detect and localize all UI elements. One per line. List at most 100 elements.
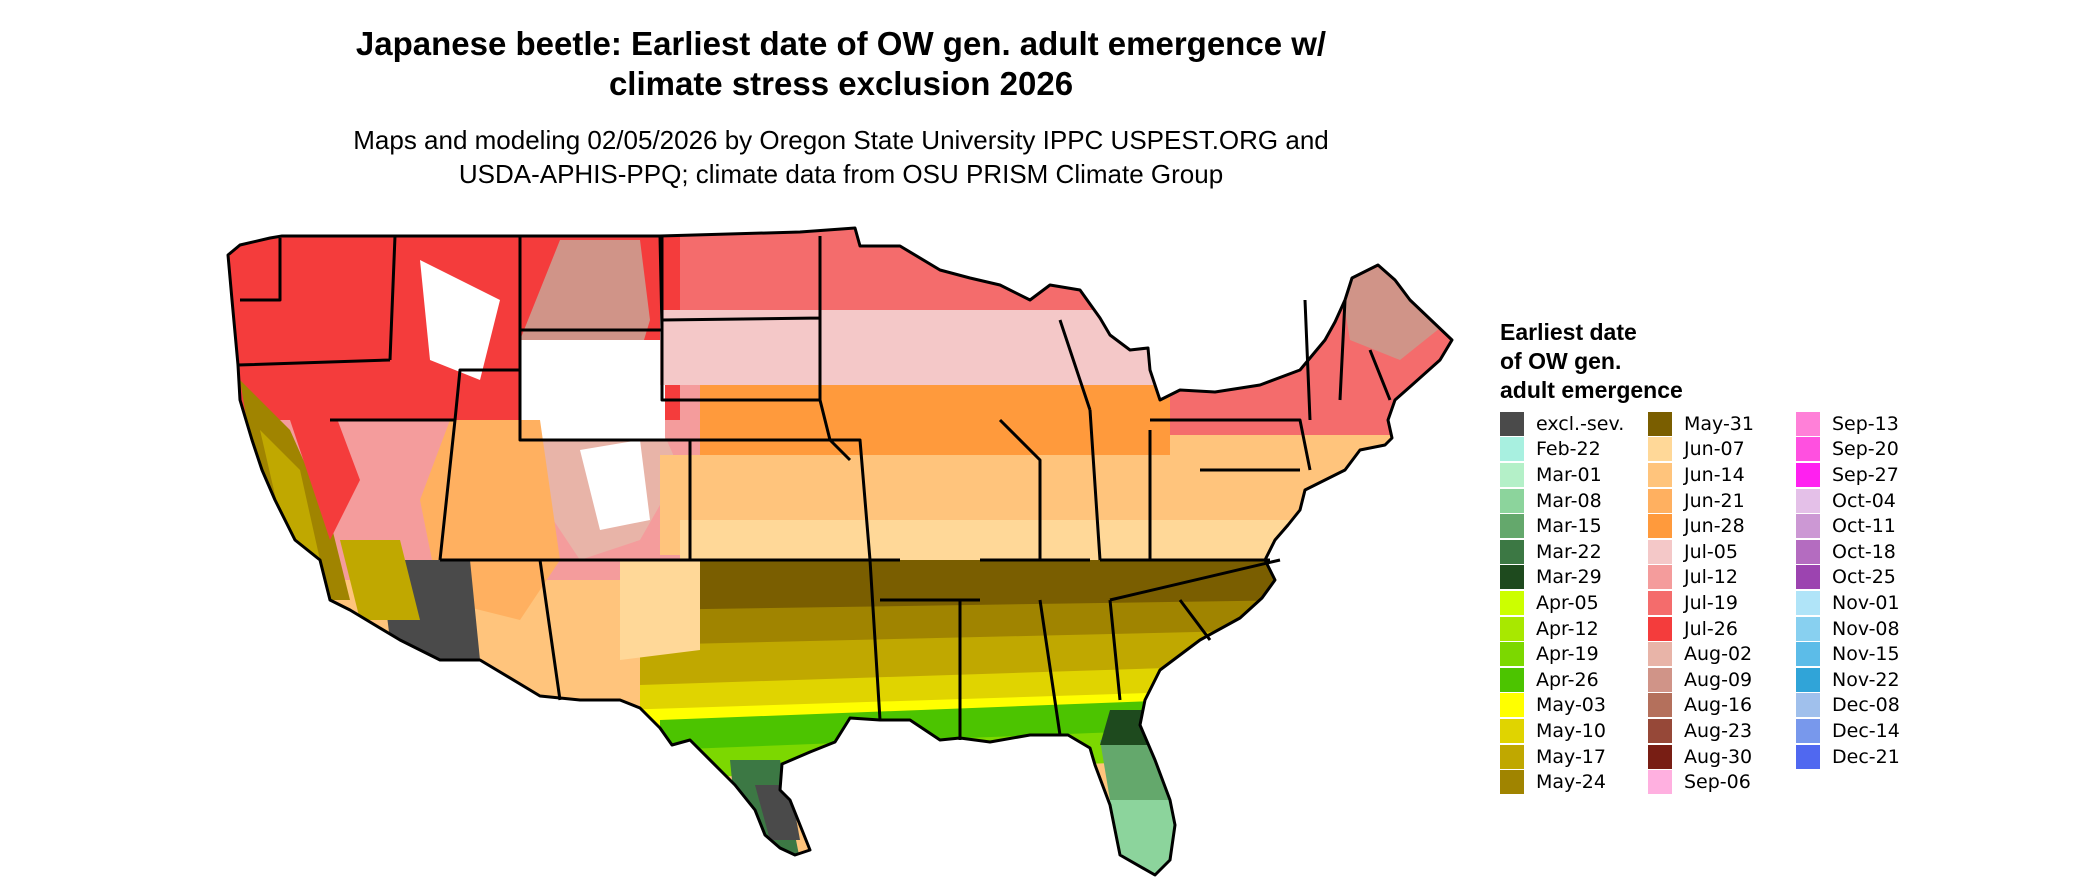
legend-item: May-10 (1500, 718, 1648, 744)
legend-item: May-31 (1648, 411, 1796, 437)
zone-may-17-arizona (340, 540, 420, 620)
legend-swatch (1500, 437, 1524, 462)
zone-jul-26-california (290, 400, 360, 540)
legend-swatch (1500, 539, 1524, 564)
legend-item: Aug-30 (1648, 744, 1796, 770)
legend-label: Oct-25 (1832, 566, 1896, 589)
legend-swatch (1796, 693, 1820, 718)
legend-item: Aug-16 (1648, 693, 1796, 719)
legend-swatch (1648, 539, 1672, 564)
legend-swatch (1500, 693, 1524, 718)
legend-item: Jul-26 (1648, 616, 1796, 642)
legend-swatch (1500, 667, 1524, 692)
legend-title-line-3: adult emergence (1500, 377, 1683, 403)
zone-aug-09-maine (1340, 260, 1450, 360)
legend-swatch (1796, 565, 1820, 590)
legend-item: Jun-21 (1648, 488, 1796, 514)
legend-swatch (1648, 667, 1672, 692)
map-title: Japanese beetle: Earliest date of OW gen… (0, 24, 1682, 104)
legend-swatch (1500, 744, 1524, 769)
zone-jun-28-midwest (700, 385, 1170, 455)
legend-item: Oct-11 (1796, 513, 1944, 539)
legend-column-3: Sep-13 Sep-20 Sep-27 Oct-04 Oct-11 Oct-18 Oct-… (1796, 411, 1944, 795)
legend-label: Jun-28 (1684, 515, 1745, 538)
legend-label: Nov-22 (1832, 668, 1900, 691)
legend-item: excl.-sev. (1500, 411, 1648, 437)
legend-title-line-2: of OW gen. (1500, 348, 1622, 374)
legend-swatch (1648, 462, 1672, 487)
legend-label: Oct-11 (1832, 515, 1896, 538)
legend-label: Dec-21 (1832, 745, 1900, 768)
legend-label: Jul-05 (1684, 540, 1738, 563)
legend-item: May-03 (1500, 693, 1648, 719)
legend-swatch (1500, 616, 1524, 641)
legend-swatch (1796, 437, 1820, 462)
legend-item: Mar-29 (1500, 565, 1648, 591)
legend-swatch (1648, 642, 1672, 667)
legend-item: Jun-28 (1648, 513, 1796, 539)
legend-label: Jul-12 (1684, 566, 1738, 589)
legend-item: Oct-04 (1796, 488, 1944, 514)
legend-label: Jun-07 (1684, 438, 1745, 461)
subtitle-line-2: USDA-APHIS-PPQ; climate data from OSU PR… (458, 159, 1224, 189)
legend-swatch (1796, 488, 1820, 513)
legend-item: Aug-02 (1648, 641, 1796, 667)
title-line-1: Japanese beetle: Earliest date of OW gen… (355, 25, 1327, 62)
legend-label: May-03 (1536, 694, 1606, 717)
legend-label: Mar-22 (1536, 540, 1602, 563)
legend-swatch (1500, 488, 1524, 513)
legend-column-2: May-31 Jun-07 Jun-14 Jun-21 Jun-28 Jul-05 Jul-… (1648, 411, 1796, 795)
legend-item: Mar-15 (1500, 513, 1648, 539)
legend-title: Earliest date of OW gen. adult emergence (1500, 318, 1944, 405)
zone-jun-07-mid-south (680, 520, 1300, 560)
legend-item: Apr-12 (1500, 616, 1648, 642)
legend-item: Dec-21 (1796, 744, 1944, 770)
legend-item: Sep-13 (1796, 411, 1944, 437)
legend-swatch (1500, 411, 1524, 436)
legend-item: Oct-18 (1796, 539, 1944, 565)
legend-item: Nov-15 (1796, 641, 1944, 667)
legend-item: Apr-26 (1500, 667, 1648, 693)
zone-excluded-idaho (420, 260, 500, 380)
legend-label: Dec-14 (1832, 719, 1900, 742)
legend-label: excl.-sev. (1536, 412, 1625, 435)
legend-swatch (1500, 462, 1524, 487)
legend-label: Apr-12 (1536, 617, 1599, 640)
legend-label: Jul-19 (1684, 591, 1738, 614)
legend-item: Dec-14 (1796, 718, 1944, 744)
legend-label: Sep-27 (1832, 463, 1899, 486)
legend-label: May-10 (1536, 719, 1606, 742)
legend-item: Feb-22 (1500, 437, 1648, 463)
legend-label: Mar-01 (1536, 463, 1602, 486)
legend-item: Sep-06 (1648, 769, 1796, 795)
legend-swatch (1648, 718, 1672, 743)
legend: Earliest date of OW gen. adult emergence… (1500, 318, 1944, 795)
state-lines (237, 235, 1392, 740)
legend-label: Nov-15 (1832, 643, 1900, 666)
legend-item: Aug-09 (1648, 667, 1796, 693)
legend-item: Mar-08 (1500, 488, 1648, 514)
us-emergence-map (226, 226, 1454, 877)
legend-swatch (1648, 437, 1672, 462)
legend-label: Oct-18 (1832, 540, 1896, 563)
legend-item: May-24 (1500, 769, 1648, 795)
legend-label: Sep-13 (1832, 412, 1899, 435)
legend-swatch (1648, 488, 1672, 513)
legend-item: Mar-01 (1500, 462, 1648, 488)
legend-label: Mar-29 (1536, 566, 1602, 589)
legend-item: Nov-08 (1796, 616, 1944, 642)
legend-item: Dec-08 (1796, 693, 1944, 719)
legend-swatch (1500, 514, 1524, 539)
zone-excluded-wyoming (520, 340, 665, 440)
legend-label: Sep-06 (1684, 771, 1751, 794)
legend-swatch (1648, 590, 1672, 615)
legend-label: Apr-05 (1536, 591, 1599, 614)
legend-item: May-17 (1500, 744, 1648, 770)
legend-label: Jul-26 (1684, 617, 1738, 640)
zone-mar-29-north-florida (1100, 710, 1160, 745)
legend-item: Sep-27 (1796, 462, 1944, 488)
legend-swatch (1796, 744, 1820, 769)
legend-label: Aug-02 (1684, 643, 1753, 666)
legend-item: Jul-12 (1648, 565, 1796, 591)
legend-item: Jun-14 (1648, 462, 1796, 488)
